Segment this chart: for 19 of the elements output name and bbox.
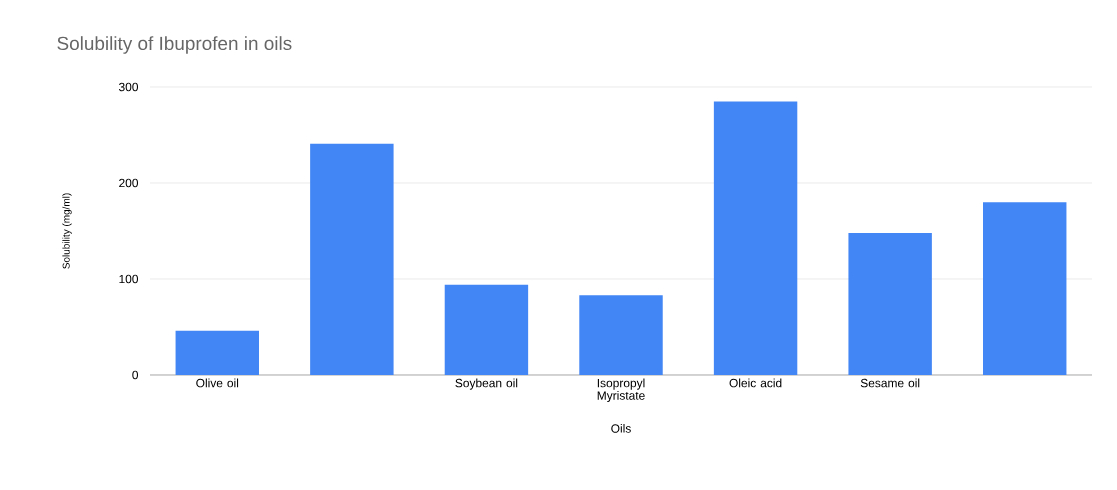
y-axis-title: Solubility (mg/ml) — [62, 193, 72, 269]
bar — [848, 232, 932, 375]
y-tick-label: 0 — [132, 370, 139, 380]
bar — [444, 284, 529, 375]
x-tick-label: Soybean oil — [455, 378, 518, 390]
bar — [175, 330, 259, 375]
bar — [713, 101, 798, 375]
bar — [983, 202, 1067, 375]
y-tick-label: 300 — [118, 82, 139, 92]
x-tick-label: Sesame oil — [860, 378, 920, 388]
x-tick-label: Olive oil — [196, 378, 239, 388]
y-tick-label: 100 — [119, 274, 139, 284]
x-axis-title: Oils — [611, 423, 631, 433]
bar — [579, 295, 663, 375]
y-tick-label: 200 — [119, 178, 139, 188]
x-tick-label: Isopropyl Myristate — [597, 378, 645, 403]
x-tick-label: Oleic acid — [729, 378, 782, 388]
bar — [310, 143, 394, 375]
chart-title: Solubility of Ibuprofen in oils — [57, 36, 292, 54]
